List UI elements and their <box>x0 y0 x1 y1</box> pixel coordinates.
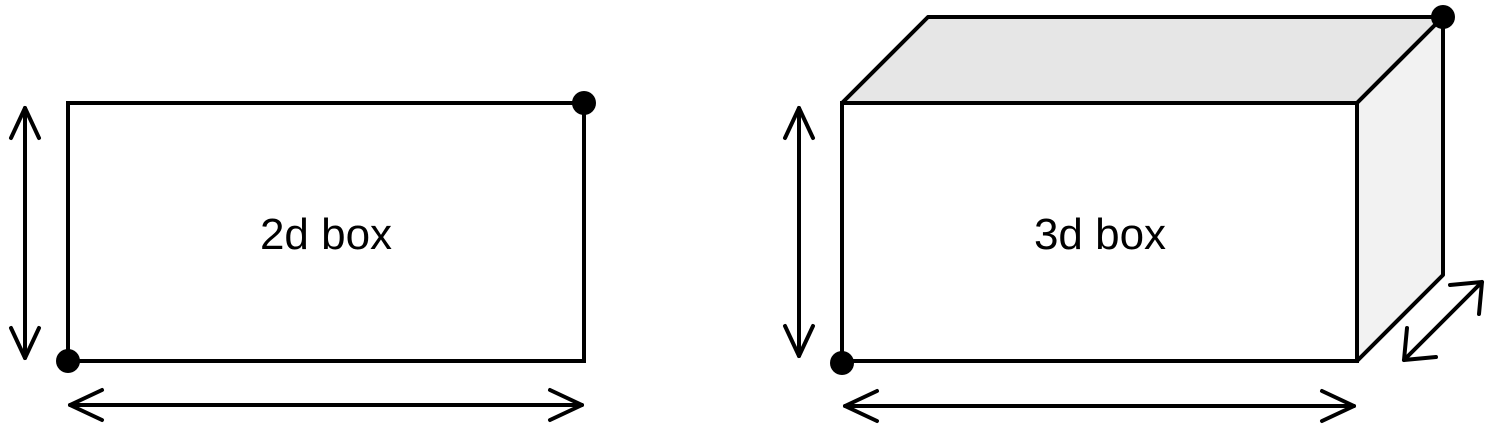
box-3d-label: 3d box <box>1034 210 1166 259</box>
box-2d: 2d box <box>9 91 596 422</box>
box-2d-label: 2d box <box>260 210 392 259</box>
box-3d: 3d box <box>783 5 1484 423</box>
box-2d-rectangle <box>66 101 586 363</box>
box-3d-height-arrow <box>783 106 815 358</box>
box-3d-width-arrow <box>843 389 1356 423</box>
box-2d-width-arrow <box>68 388 584 422</box>
box-2d-top-right-point <box>572 91 596 115</box>
box-3d-bottom-front-left-point <box>830 351 854 375</box>
box-3d-depth-arrow <box>1402 280 1484 362</box>
box-3d-top-face <box>840 15 1445 105</box>
box-2d-bottom-left-point <box>56 349 80 373</box>
box-3d-front-face <box>840 101 1359 363</box>
box-3d-top-back-right-point <box>1431 5 1455 29</box>
box-2d-height-arrow <box>9 106 41 360</box>
